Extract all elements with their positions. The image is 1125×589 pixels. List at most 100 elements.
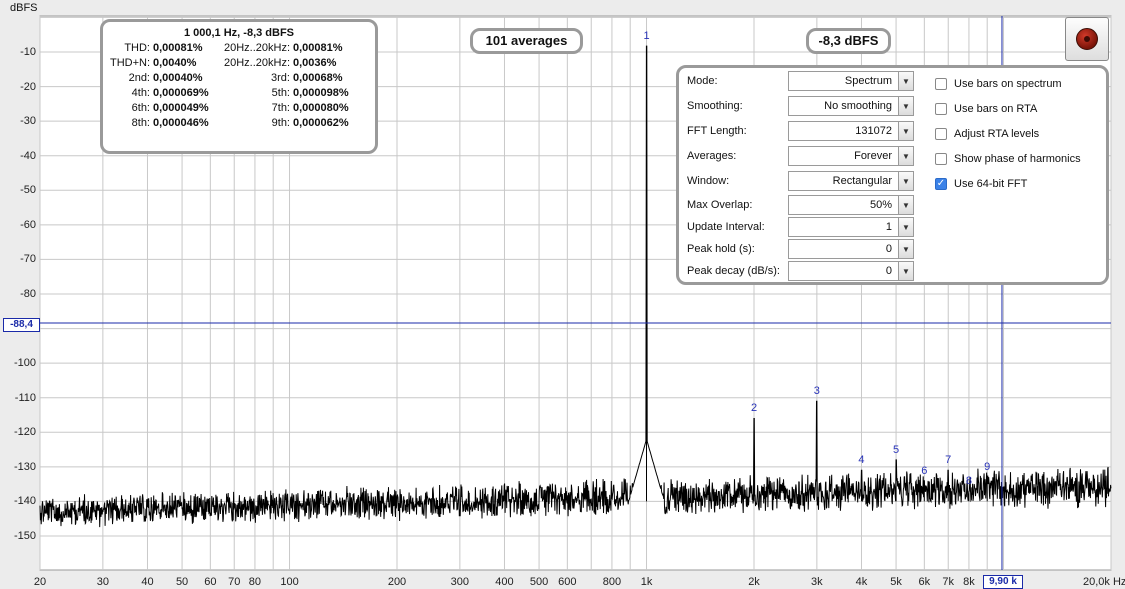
y-tick-label: -40 [20, 149, 36, 162]
phase-harmonics-label: Show phase of harmonics [954, 153, 1081, 165]
fft-64bit-label: Use 64-bit FFT [954, 178, 1028, 190]
dropdown-arrow-icon: ▼ [898, 72, 913, 90]
bars-rta-checkbox[interactable] [935, 103, 947, 115]
harmonic-6-value: 0,000049% [153, 102, 209, 114]
mode-value: Spectrum [844, 75, 892, 87]
max-overlap-label: Max Overlap: [687, 199, 753, 211]
harmonic-4-value: 0,000069% [153, 87, 209, 99]
thdn-label: THD+N: [109, 57, 150, 69]
peak-decay-label: Peak decay (dB/s): [687, 265, 780, 277]
thd-label: THD: [124, 42, 150, 54]
harmonic-marker: 6 [921, 464, 928, 477]
harmonic-marker: 1 [643, 30, 650, 43]
harmonic-2-value: 0,00040% [153, 72, 203, 84]
harmonic-marker: 2 [750, 402, 758, 415]
x-tick-label: 2k [748, 576, 760, 588]
window-select[interactable]: Rectangular ▼ [788, 171, 914, 191]
x-tick-label: 200 [387, 576, 407, 588]
harmonic-marker: 3 [813, 385, 820, 398]
x-tick-label: 6k [918, 576, 931, 588]
x-tick-label: 400 [495, 576, 514, 588]
y-tick-label: -10 [20, 46, 36, 58]
harmonic-4-label: 4th: [131, 87, 150, 99]
distortion-summary-panel: 1 000,1 Hz, -8,3 dBFS THD: 0,00081% 20Hz… [100, 19, 378, 154]
cursor-level-readout[interactable]: -88,4 [3, 318, 40, 332]
x-tick-label: 5k [890, 576, 902, 588]
thd-value: 0,00081% [153, 42, 203, 54]
cursor-frequency-readout[interactable]: 9,90 k [983, 575, 1023, 589]
max-overlap-value: 50% [869, 199, 892, 211]
x-tick-label: 40 [141, 576, 154, 588]
fft-64bit-option[interactable]: ✓ Use 64-bit FFT [935, 174, 1027, 194]
x-tick-label: 8k [963, 576, 975, 588]
harmonic-marker: 8 [965, 475, 972, 488]
peak-decay-value: 0 [885, 265, 892, 277]
adjust-rta-option[interactable]: Adjust RTA levels [935, 124, 1039, 144]
y-unit-label: dBFS [10, 2, 38, 14]
x-tick-label: 80 [248, 576, 262, 588]
smoothing-label: Smoothing: [687, 100, 743, 112]
y-tick-label: -120 [13, 426, 36, 439]
harmonic-8-value: 0,000046% [153, 117, 209, 129]
averages-select[interactable]: Forever ▼ [788, 146, 914, 166]
update-interval-select[interactable]: 1 ▼ [788, 217, 914, 237]
bars-spectrum-label: Use bars on spectrum [954, 78, 1062, 90]
adjust-rta-checkbox[interactable] [935, 128, 947, 140]
y-tick-label: -70 [20, 253, 36, 266]
dropdown-arrow-icon: ▼ [898, 196, 913, 214]
averages-count-badge: 101 averages [470, 28, 583, 54]
update-interval-label: Update Interval: [687, 221, 765, 233]
bars-spectrum-checkbox[interactable] [935, 78, 947, 90]
smoothing-value: No smoothing [824, 100, 892, 112]
smoothing-select[interactable]: No smoothing ▼ [788, 96, 914, 116]
harmonic-6-label: 6th: [131, 102, 150, 114]
bars-rta-option[interactable]: Use bars on RTA [935, 99, 1037, 119]
phase-harmonics-checkbox[interactable] [935, 153, 947, 165]
dropdown-arrow-icon: ▼ [898, 122, 913, 140]
x-tick-label: 1k [640, 576, 653, 588]
setting-mode: Mode: Spectrum ▼ [687, 71, 914, 91]
x-tick-label: 50 [175, 576, 189, 588]
x-tick-label: 600 [558, 576, 577, 588]
x-tick-label: 70 [228, 576, 241, 588]
harmonic-marker: 4 [858, 454, 865, 467]
window-label: Window: [687, 175, 730, 187]
y-tick-label: -140 [13, 495, 36, 508]
y-tick-label: -80 [20, 288, 36, 300]
y-tick-label: -50 [20, 184, 36, 197]
harmonic-marker: 5 [893, 443, 900, 456]
dropdown-arrow-icon: ▼ [898, 172, 913, 190]
x-tick-label: 100 [280, 576, 299, 588]
spectrum-settings-panel: Mode: Spectrum ▼ Smoothing: No smoothing… [676, 65, 1109, 285]
dropdown-arrow-icon: ▼ [898, 240, 913, 258]
harmonic-5-value: 0,000098% [293, 87, 349, 99]
peak-hold-value: 0 [885, 243, 892, 255]
mode-select[interactable]: Spectrum ▼ [788, 71, 914, 91]
setting-update-interval: Update Interval: 1 ▼ [687, 217, 914, 237]
bars-spectrum-option[interactable]: Use bars on spectrum [935, 74, 1062, 94]
thd-band-label: 20Hz..20kHz: [223, 42, 290, 54]
harmonic-3-value: 0,00068% [293, 72, 343, 84]
y-tick-label: -60 [20, 218, 36, 231]
y-tick-label: -100 [13, 357, 36, 370]
y-tick-label: -20 [20, 80, 36, 93]
dropdown-arrow-icon: ▼ [898, 218, 913, 236]
setting-max-overlap: Max Overlap: 50% ▼ [687, 195, 914, 215]
peak-hold-select[interactable]: 0 ▼ [788, 239, 914, 259]
phase-harmonics-option[interactable]: Show phase of harmonics [935, 149, 1081, 169]
fft-64bit-checkbox[interactable]: ✓ [935, 178, 947, 190]
max-overlap-select[interactable]: 50% ▼ [788, 195, 914, 215]
peak-hold-label: Peak hold (s): [687, 243, 755, 255]
adjust-rta-label: Adjust RTA levels [954, 128, 1040, 140]
window-value: Rectangular [832, 175, 892, 187]
distortion-table: THD: 0,00081% 20Hz..20kHz: 0,00081% THD+… [109, 42, 369, 129]
x-tick-label: 20,0k Hz [1083, 576, 1125, 588]
x-tick-label: 3k [811, 576, 823, 588]
spectrum-trace [39, 45, 1112, 528]
fft-length-select[interactable]: 131072 ▼ [788, 121, 914, 141]
y-tick-label: -150 [13, 530, 36, 542]
record-button[interactable] [1065, 17, 1109, 61]
peak-decay-select[interactable]: 0 ▼ [788, 261, 914, 281]
fundamental-summary: 1 000,1 Hz, -8,3 dBFS [183, 27, 295, 39]
x-tick-label: 30 [96, 576, 109, 588]
